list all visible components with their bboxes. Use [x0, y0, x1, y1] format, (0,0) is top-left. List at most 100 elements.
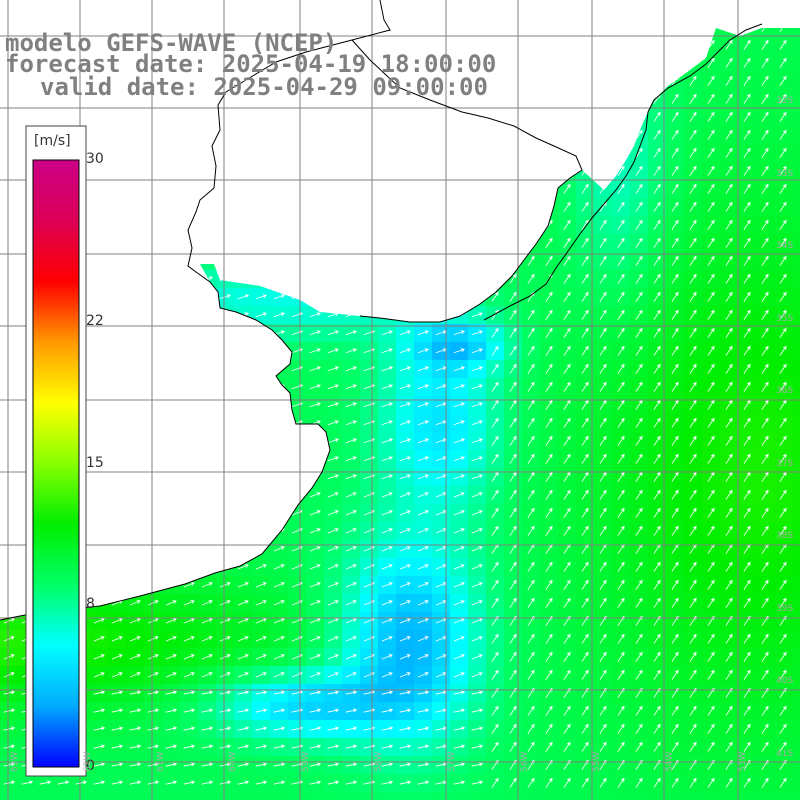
wind-arrow — [779, 165, 787, 176]
wind-speed-cell — [612, 108, 631, 127]
wind-arrow — [201, 456, 214, 462]
wind-arrow — [491, 39, 499, 50]
wind-arrow — [761, 39, 769, 50]
wind-speed-cell — [0, 360, 19, 379]
wind-arrow — [399, 528, 411, 534]
wind-arrow — [471, 564, 483, 570]
wind-arrow — [707, 597, 715, 608]
wind-arrow — [491, 435, 499, 446]
wind-arrow — [689, 111, 697, 122]
wind-arrow — [453, 222, 466, 228]
wind-arrow — [310, 7, 320, 11]
wind-arrow — [581, 741, 589, 752]
wind-arrow — [581, 237, 589, 248]
wind-arrow — [527, 579, 535, 590]
wind-arrow — [707, 237, 715, 248]
wind-arrow — [545, 75, 553, 86]
wind-speed-cell — [306, 180, 325, 199]
wind-arrow — [165, 150, 178, 156]
wind-arrow — [527, 363, 535, 374]
wind-arrow — [635, 453, 643, 464]
wind-arrow — [527, 183, 535, 194]
wind-speed-cell — [126, 252, 145, 271]
wind-arrow — [689, 741, 697, 752]
wind-speed-cell — [450, 306, 469, 325]
wind-arrow — [453, 510, 465, 516]
wind-speed-cell — [594, 162, 613, 181]
wind-arrow — [345, 492, 357, 498]
wind-speed-cell — [90, 522, 109, 541]
wind-arrow — [201, 204, 214, 210]
wind-speed-cell — [234, 324, 253, 343]
wind-arrow — [599, 273, 607, 284]
wind-arrow — [471, 744, 484, 749]
wind-arrow — [671, 237, 679, 248]
wind-arrow — [291, 168, 304, 174]
wind-speed-cell — [180, 108, 199, 127]
wind-speed-cell — [108, 0, 127, 19]
wind-arrow — [130, 7, 140, 11]
wind-speed-cell — [90, 180, 109, 199]
wind-arrow — [689, 723, 697, 734]
wind-arrow — [617, 255, 625, 266]
wind-arrow — [509, 741, 517, 752]
wind-arrow — [545, 723, 553, 734]
wind-arrow — [527, 57, 535, 68]
wind-arrow — [453, 420, 466, 426]
wind-arrow — [653, 237, 661, 248]
wind-arrow — [309, 114, 322, 120]
wind-speed-cell — [234, 252, 253, 271]
wind-speed-cell — [504, 198, 523, 217]
wind-arrow — [345, 294, 358, 300]
wind-arrow — [381, 654, 393, 660]
wind-speed-cell — [504, 792, 523, 800]
wind-arrow — [3, 600, 15, 606]
wind-arrow — [237, 636, 249, 642]
wind-arrow — [509, 129, 517, 140]
wind-speed-cell — [180, 0, 199, 19]
wind-arrow — [111, 114, 124, 120]
wind-arrow — [707, 57, 715, 68]
wind-arrow — [273, 744, 286, 749]
wind-arrow — [183, 564, 195, 570]
wind-arrow — [345, 348, 358, 354]
wind-speed-cell — [792, 216, 800, 235]
wind-arrow — [165, 276, 178, 282]
wind-speed-cell — [216, 378, 235, 397]
wind-arrow — [147, 276, 160, 282]
wind-arrow — [599, 39, 607, 50]
wind-arrow — [725, 561, 733, 572]
wind-speed-cell — [522, 54, 541, 73]
wind-speed-cell — [144, 342, 163, 361]
wind-arrow — [635, 597, 643, 608]
colorbar-tick-label: 22 — [86, 312, 104, 329]
wind-arrow — [201, 762, 214, 767]
wind-arrow — [202, 7, 212, 11]
wind-arrow — [93, 384, 106, 390]
wind-arrow — [381, 42, 394, 48]
wind-speed-cell — [594, 54, 613, 73]
wind-arrow — [635, 183, 643, 194]
wind-arrow — [707, 525, 715, 536]
wind-arrow — [581, 669, 589, 680]
wind-speed-cell — [252, 504, 271, 523]
wind-speed-cell — [522, 792, 541, 800]
wind-arrow — [417, 240, 430, 246]
wind-speed-cell — [198, 504, 217, 523]
wind-arrow — [779, 57, 787, 68]
wind-arrow — [527, 777, 535, 788]
wind-arrow — [671, 453, 679, 464]
wind-arrow — [453, 132, 466, 138]
wind-arrow — [618, 4, 624, 13]
wind-arrow — [491, 255, 499, 266]
wind-arrow — [707, 363, 715, 374]
wind-speed-cell — [414, 792, 433, 800]
wind-speed-cell — [396, 792, 415, 800]
wind-speed-cell — [144, 270, 163, 289]
wind-arrow — [471, 204, 484, 210]
wind-arrow — [581, 507, 589, 518]
wind-arrow — [129, 204, 142, 210]
wind-speed-cell — [360, 198, 379, 217]
wind-speed-cell — [342, 270, 361, 289]
wind-arrow — [599, 363, 607, 374]
